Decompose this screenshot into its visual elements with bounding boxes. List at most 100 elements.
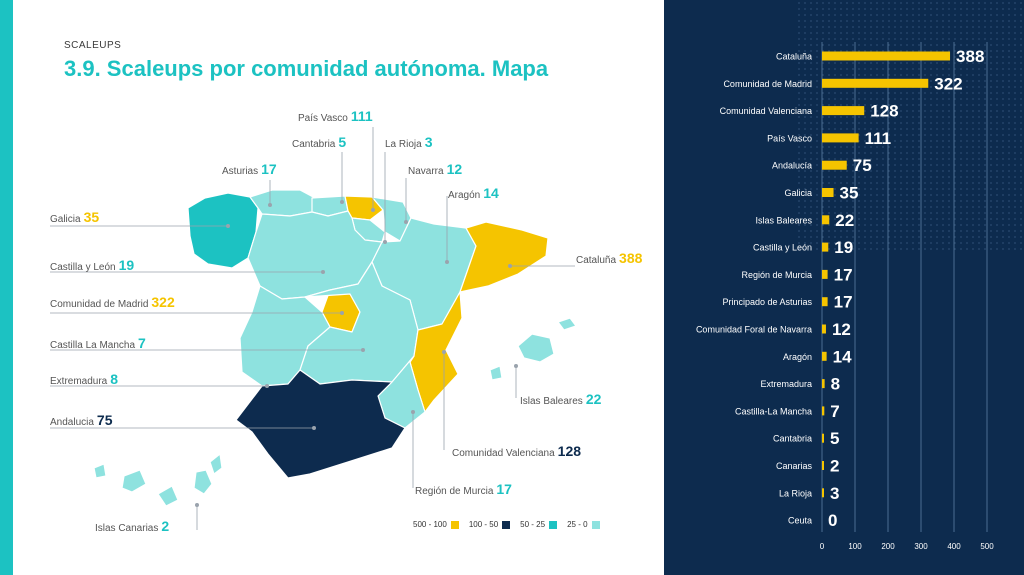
value-label: 5: [830, 429, 839, 448]
region-canarias-4: [193, 469, 213, 495]
x-tick-label: 500: [980, 542, 994, 551]
map-label-castilla-leon: Castilla y León 19: [50, 257, 135, 273]
x-tick-label: 200: [881, 542, 895, 551]
bar: [822, 133, 859, 143]
category-label: Comunidad Valenciana: [720, 106, 812, 116]
map-label-cataluna: Cataluña 388: [576, 250, 643, 266]
bar: [822, 215, 830, 225]
region-canarias-3: [157, 485, 179, 507]
legend-item: 50 - 25: [520, 520, 558, 529]
spain-map: [50, 127, 577, 530]
bar: [822, 78, 929, 88]
map-label-andalucia: Andalucia 75: [50, 412, 113, 428]
bar-chart-panel: 0 100 200 300 400 500 Cataluña 388 Comunidad de…: [664, 0, 1024, 575]
map-regions: [93, 189, 577, 507]
map-legend: 500 - 100 100 - 50 50 - 25 25 - 0: [413, 520, 600, 529]
region-menorca: [557, 317, 577, 331]
region-ibiza: [489, 365, 503, 381]
map-label-castilla-mancha: Castilla La Mancha 7: [50, 335, 146, 351]
bar-chart: 0 100 200 300 400 500 Cataluña 388 Comunidad de…: [696, 0, 1024, 551]
region-canarias-2: [121, 469, 147, 493]
category-label: Ceuta: [788, 516, 812, 526]
value-label: 17: [834, 265, 853, 284]
legend-item: 100 - 50: [469, 520, 511, 529]
category-label: Castilla y León: [753, 243, 812, 253]
region-mallorca: [517, 333, 555, 363]
category-label: Comunidad Foral de Navarra: [696, 325, 812, 335]
bar: [822, 488, 824, 498]
x-tick-label: 0: [820, 542, 825, 551]
bar: [822, 461, 824, 470]
bar: [822, 351, 827, 361]
map-label-madrid: Comunidad de Madrid 322: [50, 294, 175, 310]
category-label: Principado de Asturias: [722, 297, 812, 307]
region-canarias-5: [209, 453, 223, 475]
x-tick-label: 300: [914, 542, 928, 551]
accent-bar: [0, 0, 13, 575]
value-label: 17: [834, 293, 853, 312]
value-label: 14: [833, 347, 852, 366]
map-label-asturias: Asturias 17: [222, 161, 277, 177]
dot-texture: [794, 0, 1024, 250]
bar: [822, 406, 825, 416]
map-label-la-rioja: La Rioja 3: [385, 134, 433, 150]
x-tick-label: 100: [848, 542, 862, 551]
bar: [822, 297, 828, 307]
category-label: Cataluña: [776, 52, 812, 62]
value-label: 19: [834, 238, 853, 257]
bar: [822, 188, 834, 197]
region-cataluna: [459, 221, 549, 293]
category-label: Región de Murcia: [741, 270, 812, 280]
section-kicker: SCALEUPS: [64, 40, 122, 51]
grid-layer: 0 100 200 300 400 500: [820, 42, 994, 551]
value-label: 2: [830, 457, 839, 476]
bar: [822, 269, 828, 279]
map-label-murcia: Región de Murcia 17: [415, 481, 512, 497]
region-galicia: [187, 192, 259, 269]
category-label: Canarias: [776, 461, 813, 471]
category-label: Aragón: [783, 352, 812, 362]
value-label: 3: [830, 484, 839, 503]
value-label: 22: [835, 211, 854, 230]
map-label-baleares: Islas Baleares 22: [520, 391, 602, 407]
category-label: Galicia: [784, 188, 812, 198]
bar: [822, 242, 829, 252]
bar: [822, 324, 826, 334]
value-label: 7: [830, 402, 839, 421]
value-label: 111: [865, 129, 892, 148]
category-label: La Rioja: [779, 488, 812, 498]
category-label: Comunidad de Madrid: [723, 79, 812, 89]
map-label-extremadura: Extremadura 8: [50, 371, 119, 387]
x-tick-label: 400: [947, 542, 961, 551]
value-label: 75: [853, 156, 872, 175]
leader-lines: [50, 127, 575, 530]
category-label: Islas Baleares: [755, 215, 812, 225]
category-label: Castilla-La Mancha: [735, 406, 812, 416]
value-label: 388: [956, 47, 984, 66]
value-label: 128: [870, 102, 898, 121]
value-label: 0: [828, 511, 837, 530]
value-label: 8: [831, 375, 840, 394]
map-label-cantabria: Cantabria 5: [292, 134, 347, 150]
value-label: 322: [934, 74, 962, 93]
page-title: 3.9. Scaleups por comunidad autónoma. Ma…: [64, 56, 549, 81]
category-label: País Vasco: [767, 133, 812, 143]
map-label-aragon: Aragón 14: [448, 185, 499, 201]
map-label-galicia: Galicia 35: [50, 209, 100, 225]
map-label-navarra: Navarra 12: [408, 161, 463, 177]
bar: [822, 106, 865, 116]
map-label-pais-vasco: País Vasco 111: [298, 108, 373, 124]
region-andalucia: [235, 369, 406, 479]
value-label: 12: [832, 320, 851, 339]
legend-item: 500 - 100: [413, 520, 459, 529]
bar: [822, 433, 824, 443]
category-label: Cantabria: [773, 434, 812, 444]
map-label-canarias: Islas Canarias 2: [95, 518, 170, 534]
bar: [822, 160, 847, 170]
value-label: 35: [840, 184, 859, 203]
bar: [822, 379, 825, 389]
leader-dots: [195, 200, 518, 507]
legend-item: 25 - 0: [567, 520, 600, 529]
category-label: Extremadura: [760, 379, 812, 389]
map-label-valenciana: Comunidad Valenciana 128: [452, 443, 582, 459]
